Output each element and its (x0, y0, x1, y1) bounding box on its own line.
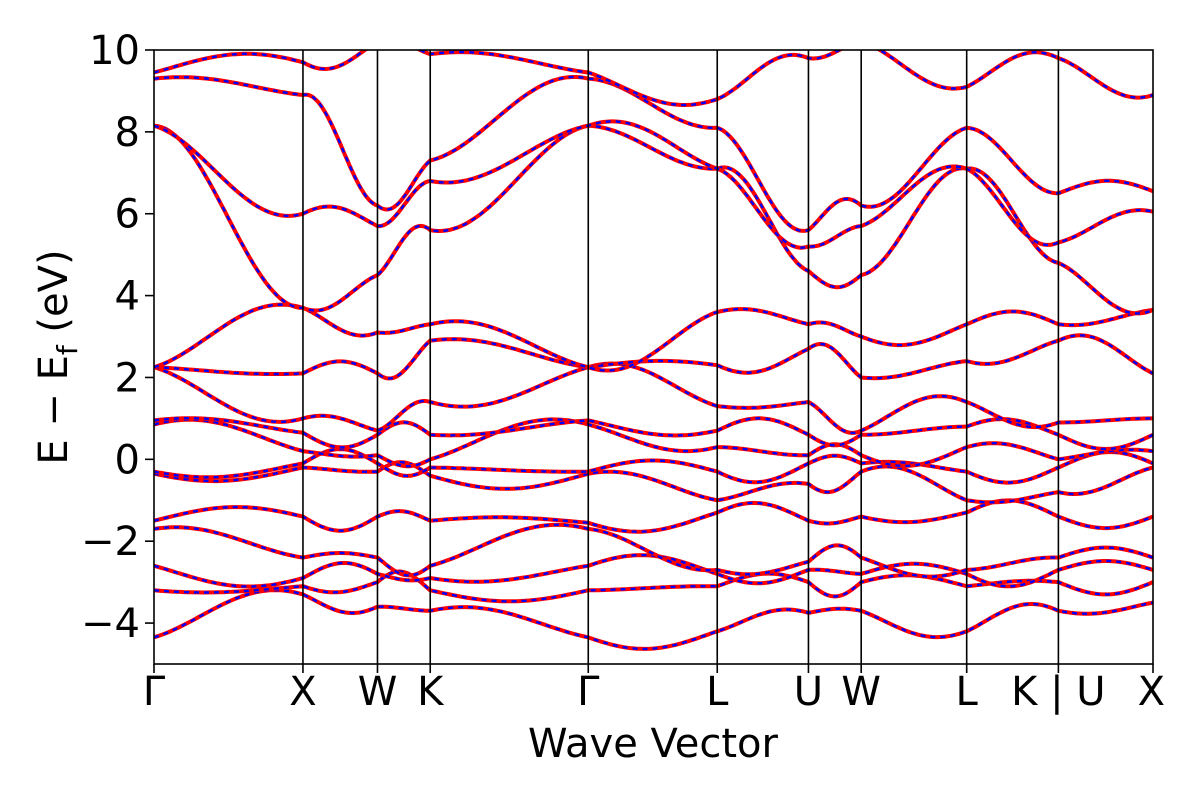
band-line-overlay (154, 570, 1153, 603)
x-tick-label: X (289, 669, 316, 715)
y-tick-label: 10 (89, 28, 140, 74)
x-tick-label: X (1138, 669, 1165, 715)
y-axis-label-main: E − E (31, 355, 77, 465)
band-line-overlay (154, 334, 1153, 380)
plot-background (154, 50, 1153, 664)
y-axis-label: E − Ef (eV) (31, 249, 84, 464)
band-line-overlay (154, 75, 1153, 233)
x-tick-label: L (706, 669, 729, 715)
band-line-overlay (154, 461, 1153, 504)
y-tick-label: −2 (81, 519, 140, 565)
x-axis-label: Wave Vector (528, 721, 779, 767)
band-line-overlay (154, 362, 1153, 435)
band-line-overlay (154, 589, 1153, 651)
x-tick-label: U (794, 669, 823, 715)
band-line-overlay (154, 447, 1153, 484)
band-line-overlay (154, 499, 1153, 533)
y-tick-label: 2 (115, 355, 140, 401)
y-tick-label: 4 (115, 274, 140, 320)
x-tick-label: Γ (143, 669, 166, 715)
x-tick-label: L (956, 669, 979, 715)
x-tick-label: W (841, 669, 881, 715)
y-tick-label: 6 (115, 192, 140, 238)
y-axis-ticks: −4 −2 0 2 4 6 8 10 (81, 28, 154, 647)
y-tick-label: −4 (81, 601, 140, 647)
x-tick-label: W (358, 669, 398, 715)
band-line-overlay (154, 50, 1153, 107)
y-axis-label-subscript: f (51, 344, 84, 355)
x-tick-label: Γ (577, 669, 600, 715)
y-tick-label: 0 (115, 437, 140, 483)
band-line-overlay (154, 417, 1153, 451)
x-tick-label: K | U (1011, 669, 1105, 715)
y-axis-label-unit: (eV) (31, 249, 77, 345)
high-symmetry-lines (302, 50, 1060, 664)
y-tick-label: 8 (115, 110, 140, 156)
x-tick-label: K (417, 669, 445, 715)
plot-frame (153, 49, 1154, 665)
